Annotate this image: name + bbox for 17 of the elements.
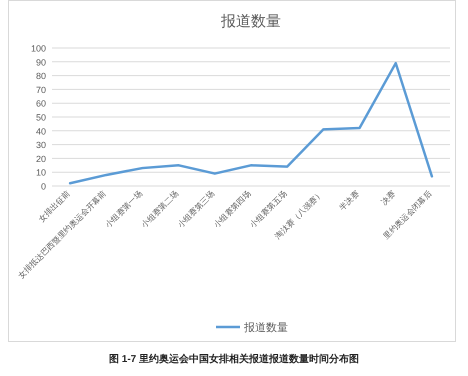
x-tick-label: 决赛 xyxy=(379,189,398,207)
caption: 图 1-7 里约奥运会中国女排相关报道报道数量时间分布图 xyxy=(108,353,360,365)
y-tick-label: 60 xyxy=(36,98,46,109)
y-tick-label: 0 xyxy=(40,182,46,192)
y-tick-label: 50 xyxy=(36,112,46,122)
y-tick-label: 30 xyxy=(36,140,46,150)
y-tick-label: 40 xyxy=(36,126,46,136)
y-tick-label: 20 xyxy=(36,154,46,164)
y-tick-label: 70 xyxy=(36,84,46,95)
legend-label: 报道数量 xyxy=(243,322,288,334)
y-tick-label: 90 xyxy=(36,57,46,68)
chart-title: 报道数量 xyxy=(220,13,281,30)
y-tick-label: 80 xyxy=(36,71,46,82)
x-tick-label: 半决赛 xyxy=(338,189,361,212)
y-tick-label: 10 xyxy=(36,168,46,178)
y-tick-label: 100 xyxy=(30,44,46,54)
line-series xyxy=(68,62,434,184)
